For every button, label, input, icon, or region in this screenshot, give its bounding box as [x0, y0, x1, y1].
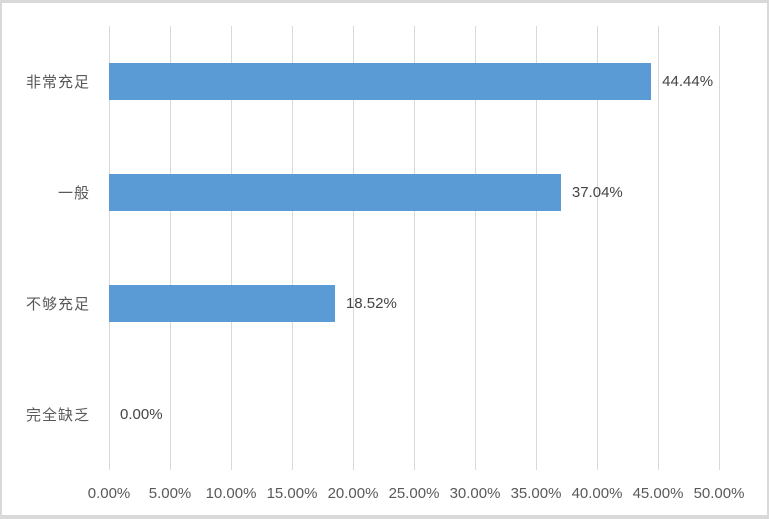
data-label: 18.52% — [345, 295, 397, 312]
data-label: 37.04% — [571, 184, 623, 201]
gridline — [474, 26, 476, 470]
gridline — [413, 26, 415, 470]
bar-row: 37.04% — [109, 137, 719, 248]
data-label: 44.44% — [662, 73, 714, 90]
category-label: 不够充足 — [25, 296, 90, 313]
gridline — [657, 26, 659, 470]
x-tick-label: 25.00% — [388, 485, 440, 502]
x-axis-tick-labels: 0.00% 5.00% 10.00% 15.00% 20.00% 25.00% 30.00%… — [88, 485, 745, 505]
x-tick-label: 5.00% — [148, 485, 192, 502]
x-tick-label: 40.00% — [571, 485, 623, 502]
x-tick-label: 20.00% — [327, 485, 379, 502]
y-axis-category-labels: 非常充足一般不够充足完全缺乏 — [2, 26, 90, 470]
x-tick-label: 15.00% — [266, 485, 318, 502]
bar — [109, 174, 561, 211]
bar — [109, 63, 652, 100]
gridline — [108, 26, 110, 470]
bar-row: 0.00% — [109, 359, 719, 470]
plot-area: 44.44% 37.04% 18.52% 0.00% — [108, 26, 720, 470]
x-tick-label: 50.00% — [693, 485, 745, 502]
category-label: 一般 — [57, 185, 90, 202]
bar-row: 44.44% — [109, 26, 719, 137]
category-label: 非常充足 — [25, 74, 90, 91]
data-label: 0.00% — [120, 406, 163, 423]
gridline — [352, 26, 354, 470]
category-label: 完全缺乏 — [25, 407, 90, 424]
x-tick-label: 0.00% — [87, 485, 131, 502]
gridline — [596, 26, 598, 470]
gridline — [291, 26, 293, 470]
x-tick-label: 35.00% — [510, 485, 562, 502]
x-tick-label: 45.00% — [632, 485, 684, 502]
bar-rows: 44.44% 37.04% 18.52% 0.00% — [109, 26, 719, 470]
gridline — [169, 26, 171, 470]
gridline — [535, 26, 537, 470]
bar-row: 18.52% — [109, 248, 719, 359]
x-tick-label: 10.00% — [205, 485, 257, 502]
gridline — [230, 26, 232, 470]
bar — [109, 285, 335, 322]
x-tick-label: 30.00% — [449, 485, 501, 502]
gridline — [718, 26, 720, 470]
